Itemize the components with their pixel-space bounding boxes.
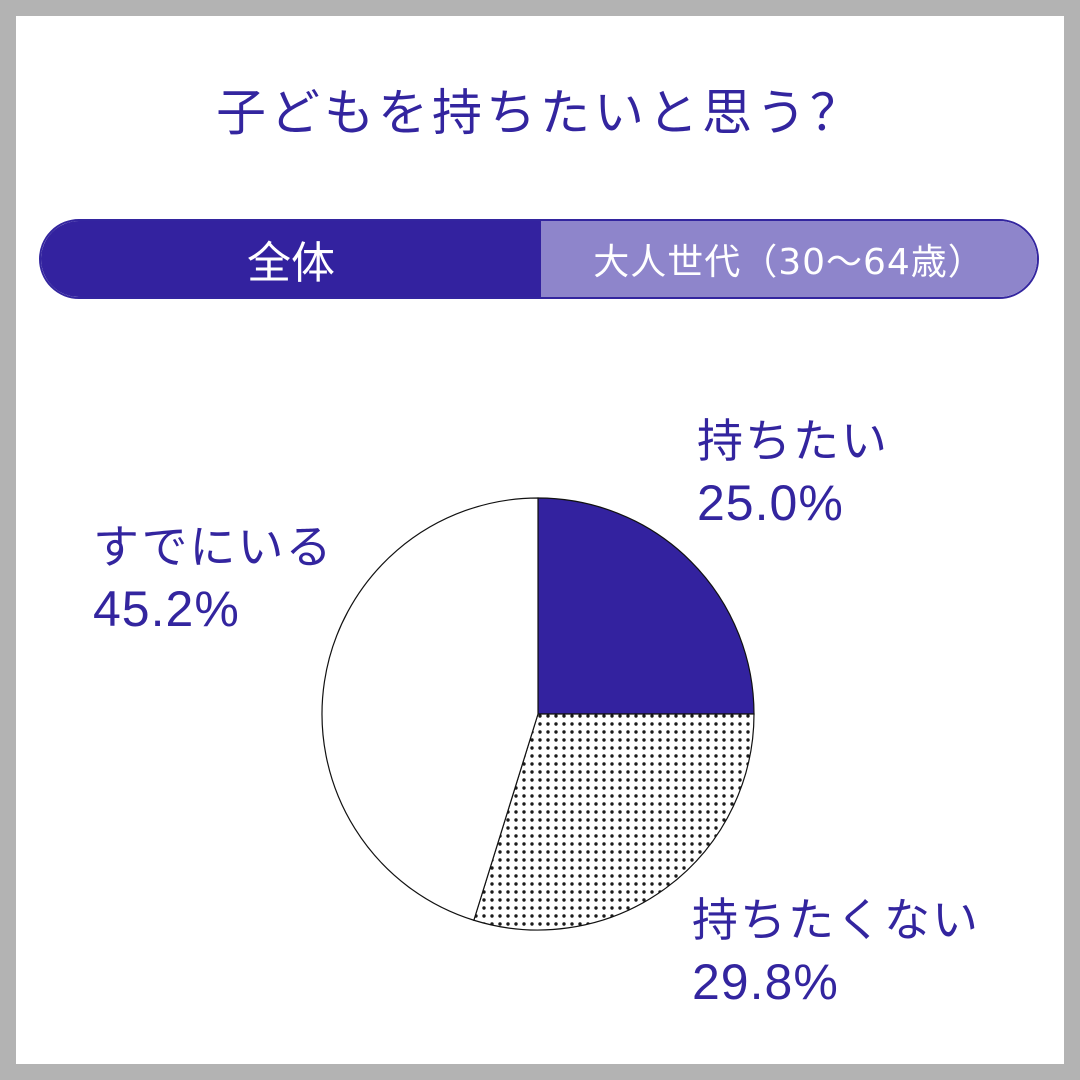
slice-label-not: 持ちたくない 29.8% <box>692 889 980 1013</box>
slice-label-not-text: 持ちたくない <box>692 893 980 947</box>
segment-tabs: 全体 大人世代（30〜64歳） <box>39 219 1039 299</box>
pie-slice-already <box>321 497 539 922</box>
pie-slice-want <box>537 497 755 715</box>
pie-slice-not-want <box>473 713 755 931</box>
slice-label-want-value: 25.0% <box>697 475 844 531</box>
slice-label-already: すでにいる 45.2% <box>93 516 333 640</box>
slice-label-already-text: すでにいる <box>93 520 334 574</box>
tab-adult-generation[interactable]: 大人世代（30〜64歳） <box>541 221 1037 297</box>
slice-label-already-value: 45.2% <box>93 581 240 637</box>
slice-label-want-text: 持ちたい <box>697 414 889 468</box>
tab-all[interactable]: 全体 <box>41 221 541 297</box>
slice-label-not-value: 29.8% <box>692 954 839 1010</box>
page-title: 子どもを持ちたいと思う？ <box>216 84 864 142</box>
slice-label-want: 持ちたい 25.0% <box>697 410 889 534</box>
